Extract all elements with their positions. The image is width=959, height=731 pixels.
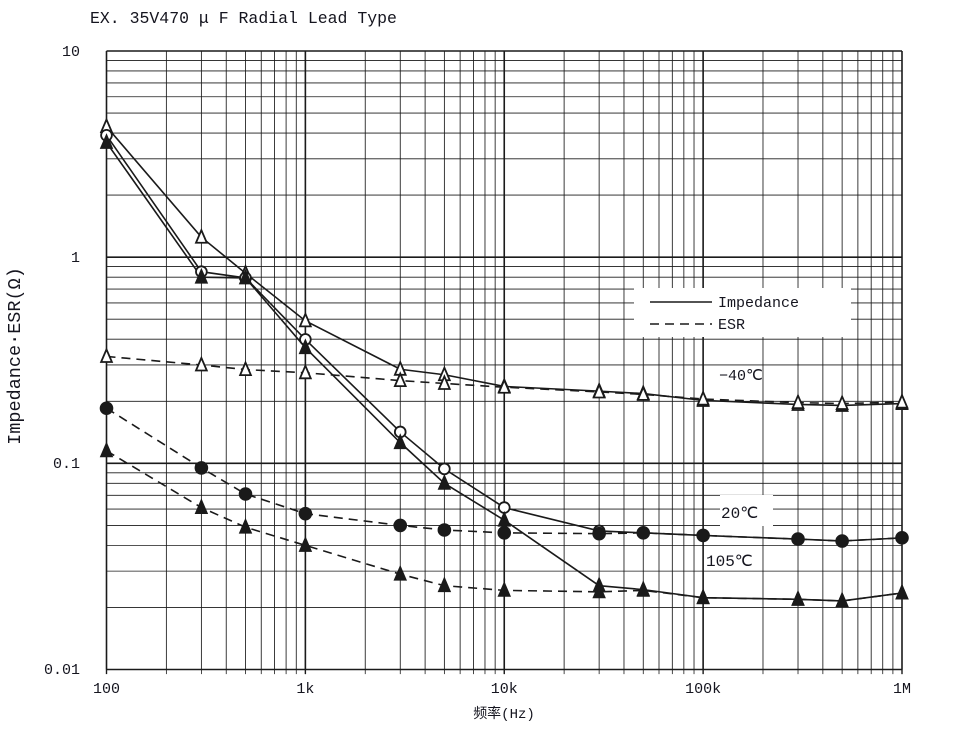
svg-text:1k: 1k — [296, 681, 314, 698]
svg-text:Impedance·ESR(Ω): Impedance·ESR(Ω) — [5, 267, 26, 445]
svg-text:Impedance: Impedance — [718, 295, 799, 312]
svg-text:−40℃: −40℃ — [719, 368, 763, 385]
svg-text:1: 1 — [71, 250, 80, 267]
svg-text:100: 100 — [93, 681, 120, 698]
svg-text:EX. 35V470 μ F Radial Lead Typ: EX. 35V470 μ F Radial Lead Type — [90, 9, 397, 28]
svg-text:1M: 1M — [893, 681, 911, 698]
svg-text:频率(Hz): 频率(Hz) — [473, 705, 535, 723]
svg-text:20℃: 20℃ — [721, 505, 758, 523]
svg-text:10k: 10k — [491, 681, 518, 698]
svg-text:10: 10 — [62, 44, 80, 61]
svg-text:0.1: 0.1 — [53, 456, 80, 473]
svg-text:105℃: 105℃ — [706, 553, 753, 571]
svg-text:ESR: ESR — [718, 317, 745, 334]
svg-text:100k: 100k — [685, 681, 721, 698]
svg-text:0.01: 0.01 — [44, 662, 80, 679]
